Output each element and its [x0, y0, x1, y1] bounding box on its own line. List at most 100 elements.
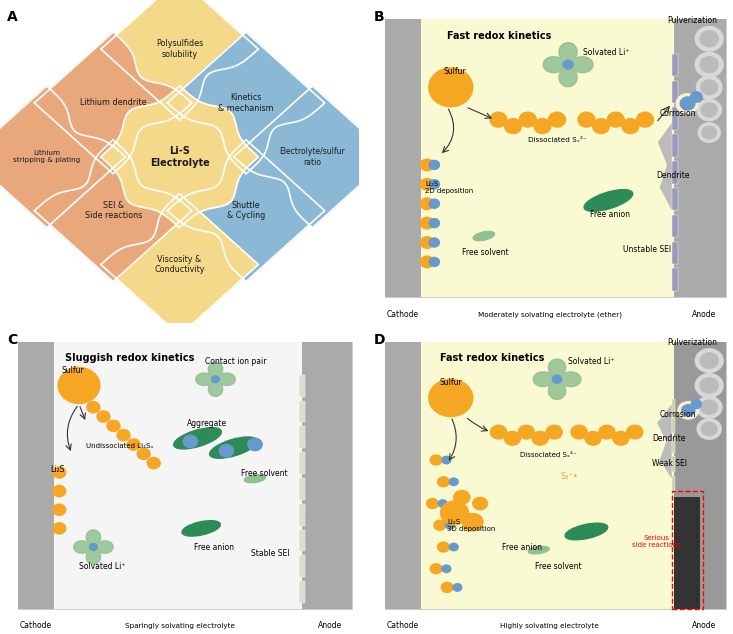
- Circle shape: [504, 432, 520, 445]
- Circle shape: [698, 123, 721, 142]
- Bar: [671, 491, 703, 609]
- Text: Fast redox kinetics: Fast redox kinetics: [440, 353, 544, 363]
- Bar: [674, 20, 726, 297]
- Polygon shape: [34, 32, 192, 174]
- Text: C: C: [7, 333, 18, 347]
- Circle shape: [430, 564, 442, 574]
- Polygon shape: [234, 86, 391, 228]
- Bar: [671, 399, 675, 414]
- Circle shape: [680, 97, 695, 110]
- Text: Free anion: Free anion: [194, 543, 234, 552]
- Circle shape: [53, 467, 66, 478]
- Text: A: A: [7, 10, 18, 23]
- Circle shape: [690, 92, 702, 102]
- Circle shape: [430, 160, 440, 169]
- Text: Sulfur: Sulfur: [440, 378, 463, 387]
- Text: Solvated Li⁺: Solvated Li⁺: [79, 562, 125, 571]
- Circle shape: [434, 521, 446, 530]
- Text: Lithium
stripping & plating: Lithium stripping & plating: [13, 150, 81, 164]
- Circle shape: [622, 119, 638, 134]
- Circle shape: [504, 119, 522, 134]
- Circle shape: [691, 400, 701, 408]
- Bar: [671, 81, 679, 103]
- Circle shape: [682, 404, 695, 416]
- Circle shape: [695, 53, 723, 77]
- Circle shape: [695, 27, 723, 51]
- Circle shape: [137, 448, 150, 460]
- Polygon shape: [196, 362, 235, 396]
- Ellipse shape: [244, 475, 265, 482]
- Circle shape: [441, 583, 453, 592]
- Text: Sulfur: Sulfur: [443, 67, 466, 76]
- Text: Cathode: Cathode: [387, 310, 419, 319]
- Text: Dendrite: Dendrite: [656, 171, 690, 180]
- Bar: [421, 342, 674, 609]
- Circle shape: [421, 236, 434, 249]
- Circle shape: [212, 376, 219, 383]
- Polygon shape: [543, 42, 593, 87]
- Bar: [385, 342, 421, 609]
- Bar: [385, 20, 726, 297]
- Circle shape: [430, 257, 440, 266]
- Text: Free anion: Free anion: [502, 543, 542, 552]
- Bar: [421, 20, 674, 297]
- Circle shape: [53, 523, 66, 534]
- Circle shape: [701, 103, 717, 117]
- Bar: [671, 242, 679, 264]
- Bar: [385, 20, 421, 297]
- Text: Corrosion: Corrosion: [660, 410, 696, 418]
- Circle shape: [430, 238, 440, 247]
- Bar: [299, 581, 305, 603]
- Circle shape: [147, 458, 161, 469]
- Circle shape: [519, 112, 536, 127]
- Text: Solvated Li⁺: Solvated Li⁺: [568, 357, 614, 366]
- Polygon shape: [0, 86, 125, 228]
- Text: Li₂S
3D deposition: Li₂S 3D deposition: [447, 519, 496, 533]
- Circle shape: [608, 112, 625, 127]
- Circle shape: [571, 425, 587, 439]
- Circle shape: [248, 438, 262, 451]
- Text: S₃⁺•: S₃⁺•: [561, 472, 578, 481]
- Text: Dissociated Sₓ²⁻: Dissociated Sₓ²⁻: [528, 138, 586, 143]
- Circle shape: [534, 119, 551, 134]
- Text: Pulverization: Pulverization: [667, 338, 717, 347]
- Text: Undissociated Li₂Sₓ: Undissociated Li₂Sₓ: [86, 443, 154, 449]
- Text: Moderately solvating electrolyte (ether): Moderately solvating electrolyte (ether): [478, 312, 622, 318]
- Polygon shape: [167, 139, 325, 281]
- Bar: [299, 427, 305, 448]
- Text: Sluggish redox kinetics: Sluggish redox kinetics: [65, 353, 194, 363]
- Text: Cathode: Cathode: [20, 621, 52, 630]
- Text: Polysulfides
solubility: Polysulfides solubility: [156, 39, 203, 59]
- Text: Pulverization: Pulverization: [667, 16, 717, 25]
- Text: Dissociated Sₓ²⁻: Dissociated Sₓ²⁻: [520, 452, 577, 458]
- Text: Li-S
Electrolyte: Li-S Electrolyte: [150, 146, 210, 167]
- Circle shape: [701, 422, 717, 436]
- Text: Dendrite: Dendrite: [652, 434, 686, 443]
- Bar: [18, 342, 352, 609]
- Circle shape: [592, 119, 609, 134]
- Circle shape: [676, 94, 698, 113]
- Text: Serious
side reactions: Serious side reactions: [632, 535, 680, 548]
- Text: Shuttle
& Cycling: Shuttle & Cycling: [227, 201, 265, 221]
- Circle shape: [563, 60, 573, 69]
- Text: Sulfur: Sulfur: [61, 366, 84, 375]
- Circle shape: [430, 455, 442, 465]
- Text: Li₂S
2D deposition: Li₂S 2D deposition: [425, 181, 474, 194]
- Circle shape: [553, 375, 562, 384]
- Circle shape: [53, 504, 66, 515]
- Circle shape: [696, 76, 722, 99]
- Circle shape: [473, 497, 487, 510]
- Circle shape: [438, 500, 447, 507]
- Circle shape: [117, 430, 130, 441]
- Circle shape: [97, 411, 110, 422]
- Text: Electrolyte/sulfur
ratio: Electrolyte/sulfur ratio: [279, 147, 345, 167]
- Circle shape: [442, 565, 451, 573]
- Bar: [299, 401, 305, 422]
- Polygon shape: [658, 123, 671, 210]
- Circle shape: [449, 478, 458, 486]
- Polygon shape: [534, 359, 581, 399]
- Bar: [671, 437, 675, 453]
- Circle shape: [441, 501, 468, 525]
- Ellipse shape: [565, 523, 608, 540]
- Circle shape: [599, 425, 615, 439]
